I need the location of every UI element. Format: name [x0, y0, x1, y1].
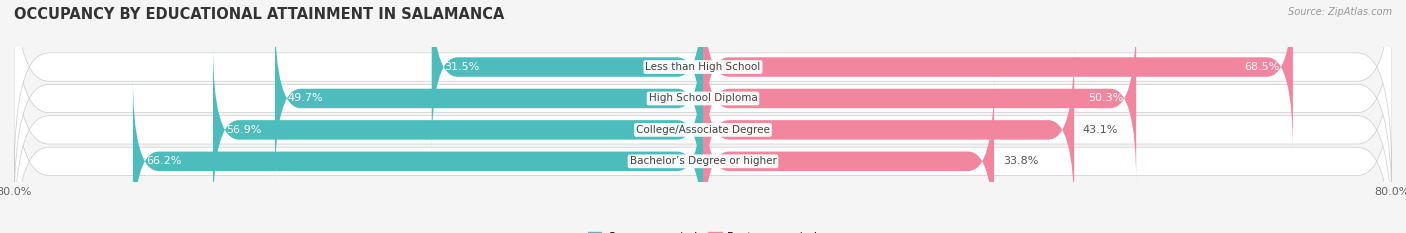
Text: Less than High School: Less than High School — [645, 62, 761, 72]
Text: High School Diploma: High School Diploma — [648, 93, 758, 103]
Text: 50.3%: 50.3% — [1088, 93, 1123, 103]
Text: Bachelor’s Degree or higher: Bachelor’s Degree or higher — [630, 156, 776, 166]
Text: 66.2%: 66.2% — [146, 156, 181, 166]
FancyBboxPatch shape — [703, 0, 1294, 152]
Text: College/Associate Degree: College/Associate Degree — [636, 125, 770, 135]
FancyBboxPatch shape — [276, 14, 703, 183]
FancyBboxPatch shape — [14, 0, 1392, 179]
FancyBboxPatch shape — [14, 0, 1392, 210]
FancyBboxPatch shape — [212, 45, 703, 214]
FancyBboxPatch shape — [14, 50, 1392, 233]
FancyBboxPatch shape — [134, 77, 703, 233]
FancyBboxPatch shape — [703, 45, 1074, 214]
FancyBboxPatch shape — [432, 0, 703, 152]
FancyBboxPatch shape — [703, 77, 994, 233]
Text: 56.9%: 56.9% — [226, 125, 262, 135]
FancyBboxPatch shape — [703, 14, 1136, 183]
Text: 49.7%: 49.7% — [288, 93, 323, 103]
Legend: Owner-occupied, Renter-occupied: Owner-occupied, Renter-occupied — [583, 228, 823, 233]
Text: 68.5%: 68.5% — [1244, 62, 1279, 72]
Text: OCCUPANCY BY EDUCATIONAL ATTAINMENT IN SALAMANCA: OCCUPANCY BY EDUCATIONAL ATTAINMENT IN S… — [14, 7, 505, 22]
FancyBboxPatch shape — [14, 18, 1392, 233]
Text: 31.5%: 31.5% — [444, 62, 479, 72]
Text: 43.1%: 43.1% — [1083, 125, 1118, 135]
Text: 33.8%: 33.8% — [1002, 156, 1038, 166]
Text: Source: ZipAtlas.com: Source: ZipAtlas.com — [1288, 7, 1392, 17]
